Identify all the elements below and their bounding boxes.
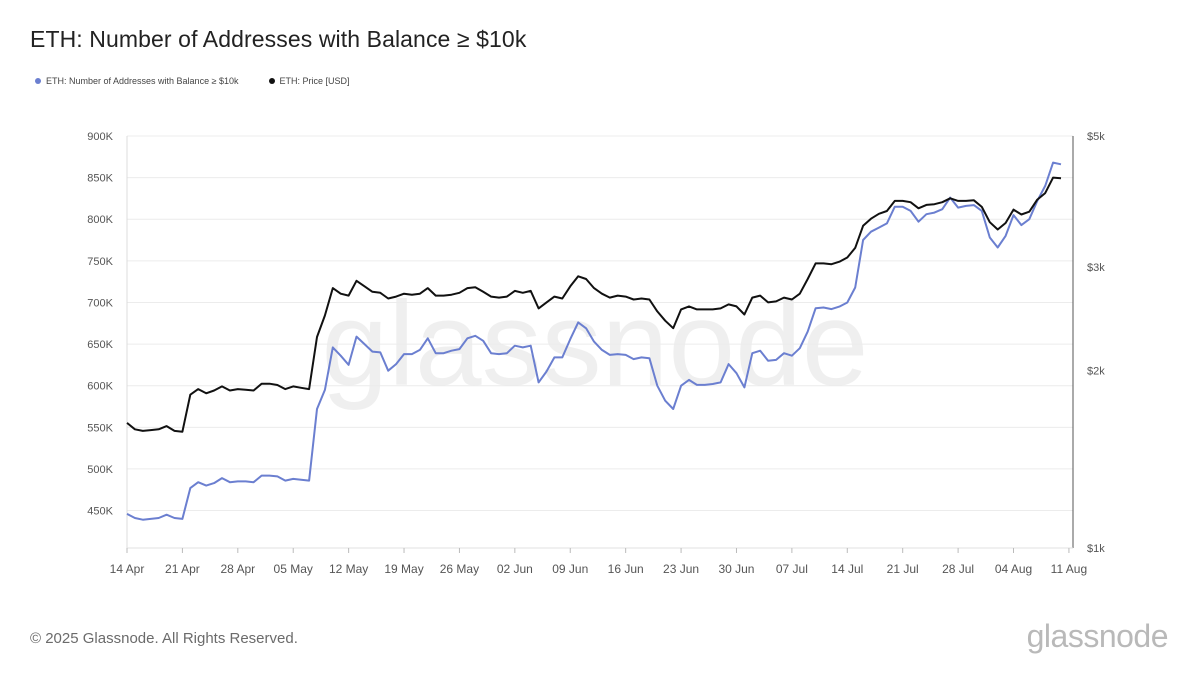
axes: 450K 500K 550K 600K 650K 700K 750K 800K 850K 900K… [87,131,1105,576]
x-tick-label: 04 Aug [995,562,1032,576]
x-tick-label: 14 Apr [110,562,145,576]
y-left-tick-label: 750K [87,256,113,268]
x-tick-label: 12 May [329,562,368,576]
x-tick-label: 11 Aug [1051,562,1087,576]
legend-label-price: ETH: Price [USD] [279,76,350,86]
y-left-tick-label: 900K [87,131,113,143]
series-line-addresses[interactable] [126,161,1062,521]
legend-label-addresses: ETH: Number of Addresses with Balance ≥ … [46,76,239,86]
x-tick-label: 07 Jul [776,562,808,576]
x-tick-label: 30 Jun [718,562,754,576]
x-tick-label: 09 Jun [552,562,588,576]
y-left-tick-label: 500K [87,464,113,476]
gridlines [127,135,1073,512]
legend: ETH: Number of Addresses with Balance ≥ … [35,76,350,86]
x-tick-label: 16 Jun [608,562,644,576]
brand-logo-text: glassnode [1026,618,1169,654]
y-left-tick-label: 450K [87,506,113,518]
x-tick-label: 19 May [384,562,423,576]
legend-item-addresses[interactable]: ETH: Number of Addresses with Balance ≥ … [35,76,239,86]
x-tick-label: 28 Jul [942,562,974,576]
x-tick-label: 21 Apr [165,562,200,576]
x-tick-label: 05 May [274,562,313,576]
x-tick-label: 02 Jun [497,562,533,576]
x-tick-label: 26 May [440,562,479,576]
legend-item-price[interactable]: ETH: Price [USD] [268,76,350,86]
y-right-tick-label: $3k [1087,262,1105,274]
y-left-tick-label: 850K [87,173,113,185]
legend-dot-price [268,78,275,84]
y-left-tick-label: 700K [87,297,113,309]
x-tick-label: 23 Jun [663,562,699,576]
y-right-tick-label: $5k [1087,131,1105,143]
y-left-tick-label: 600K [87,381,113,393]
x-tick-label: 21 Jul [887,562,919,576]
series-line-price[interactable] [126,176,1062,433]
x-tick-label: 14 Jul [831,562,863,576]
legend-dot-addresses [35,78,41,84]
y-right-tick-label: $2k [1087,366,1105,378]
x-tick-label: 28 Apr [220,562,255,576]
copyright-text: © 2025 Glassnode. All Rights Reserved. [30,630,298,647]
y-left-tick-label: 650K [87,339,113,351]
y-right-tick-label: $1k [1087,543,1105,555]
y-left-tick-label: 800K [87,214,113,226]
chart-title: ETH: Number of Addresses with Balance ≥ … [30,26,527,52]
y-left-tick-label: 550K [87,422,113,434]
series-lines [126,161,1062,521]
chart-area: glassnode 450K500K550K600K650K700K750K80… [87,131,1105,576]
